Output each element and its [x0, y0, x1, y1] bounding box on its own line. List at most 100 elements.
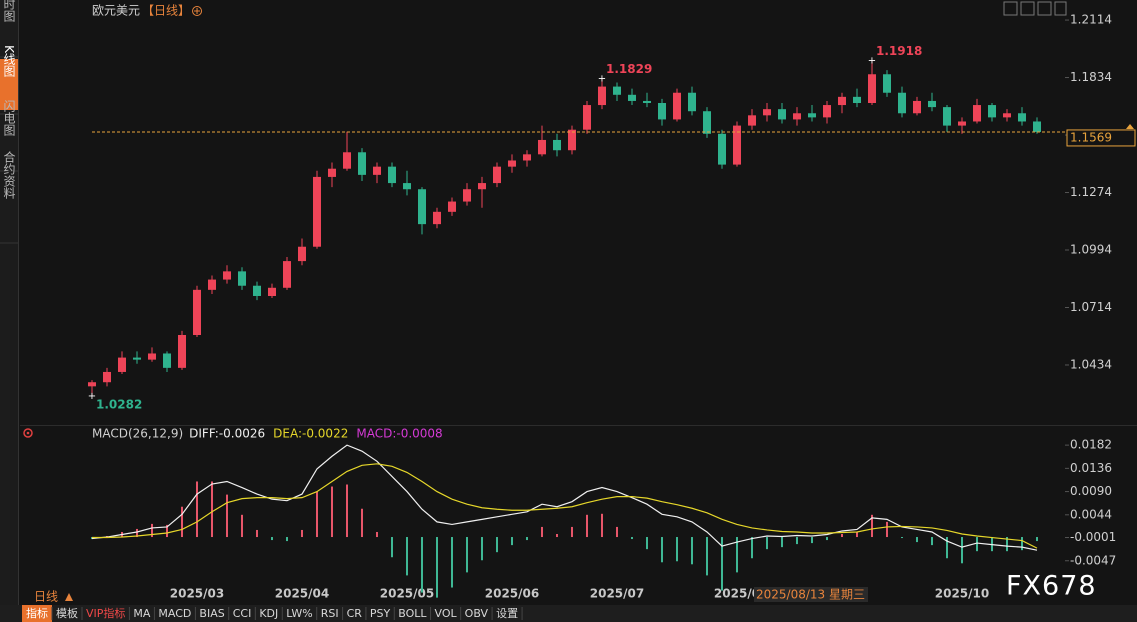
candle-body [643, 100, 651, 104]
legend-entry: DIFF:-0.0026 [189, 427, 265, 441]
toolbar-item[interactable]: BIAS [199, 607, 224, 620]
candle-body [1018, 113, 1026, 122]
candle-body [433, 211, 441, 225]
x-tick-label: 2025/07 [590, 587, 644, 601]
macd-bar [586, 514, 588, 538]
macd-bar [481, 537, 483, 561]
macd-bar [391, 537, 393, 558]
macd-bar [766, 537, 768, 550]
candle-body [208, 279, 216, 290]
macd-bar [661, 537, 663, 563]
toolbar-item[interactable]: 设置 [496, 607, 518, 620]
candle-body [703, 111, 711, 134]
add-icon[interactable] [192, 6, 203, 16]
control-more[interactable] [1054, 1, 1067, 16]
y-tick-label: 0.0182 [1070, 438, 1112, 452]
macd-bar [856, 531, 858, 538]
toolbar-item[interactable]: OBV [465, 607, 489, 620]
candle-body [883, 74, 891, 93]
macd-bar [361, 508, 363, 538]
macd-bar [676, 537, 678, 562]
candle-body [268, 287, 276, 296]
y-tick-label: 1.0994 [1070, 243, 1112, 257]
extreme-label: 1.1918 [876, 44, 922, 58]
candle-body [238, 271, 246, 286]
candle-body [328, 168, 336, 177]
toolbar-item[interactable]: MA [133, 607, 150, 620]
cursor-date-bg [754, 587, 868, 602]
macd-bar [826, 537, 828, 541]
candle-body [778, 109, 786, 120]
legend-entry: DEA:-0.0022 [273, 427, 348, 441]
toolbar-item[interactable]: BOLL [398, 607, 427, 620]
macd-bar [331, 486, 333, 538]
toolbar-item[interactable]: KDJ [259, 607, 278, 620]
macd-bar [541, 526, 543, 538]
candle-body [118, 357, 126, 372]
toolbar-item[interactable]: LW% [286, 607, 312, 620]
candle-body [748, 115, 756, 126]
toolbar-item[interactable]: CCI [233, 607, 252, 620]
candle-body [913, 100, 921, 114]
chart-subtitle: 【日线】 [142, 4, 190, 18]
control-fullscreen[interactable] [1003, 1, 1018, 16]
macd-bar [736, 537, 738, 573]
toolbar-item[interactable]: RSI [321, 607, 339, 620]
candle-body [838, 96, 846, 106]
macd-bar [421, 537, 423, 593]
toolbar-item[interactable]: CR [347, 607, 363, 620]
timeframe-button[interactable]: 日线 [34, 590, 58, 604]
toolbar-item[interactable]: 模板 [56, 606, 78, 620]
timeframe-button-bg[interactable] [20, 587, 80, 604]
y-tick-label: 1.1834 [1070, 70, 1112, 84]
extreme-mark: + [598, 74, 606, 85]
macd-bar [226, 494, 228, 538]
sidebar-tab[interactable]: 合约资料 [2, 150, 16, 199]
toolbar-item[interactable]: MACD [158, 607, 191, 620]
macd-bar [136, 528, 138, 538]
candle-body [898, 92, 906, 114]
macd-bar [466, 537, 468, 573]
extreme-mark: + [868, 55, 876, 66]
macd-legend: MACD(26,12,9) DIFF:-0.0026 DEA:-0.0022 MAC… [92, 427, 443, 441]
macd-bar [286, 537, 288, 542]
sidebar-bg [0, 0, 18, 605]
candle-body [313, 176, 321, 247]
toolbar-item[interactable]: VIP指标 [86, 606, 125, 620]
watermark: FX678 [1006, 571, 1097, 602]
y-tick-label: 1.1274 [1070, 185, 1112, 199]
y-tick-label: 1.2114 [1070, 13, 1112, 27]
sidebar-tab[interactable]: 闪电图 [2, 100, 16, 136]
macd-bar [811, 537, 813, 544]
candle-body [598, 86, 606, 106]
y-tick-label: -0.0001 [1070, 530, 1116, 544]
macd-bar [271, 537, 273, 541]
sidebar-tab[interactable]: 分时图 [2, 0, 16, 22]
candle-body [403, 183, 411, 190]
y-tick-label: 0.0044 [1070, 507, 1112, 521]
macd-bar [436, 537, 438, 598]
macd-bar [871, 514, 873, 538]
x-tick-label: 2025/04 [275, 587, 329, 601]
last-price-label: 1.1569 [1070, 130, 1112, 144]
add-button[interactable] [192, 6, 203, 16]
indicator-settings-icon[interactable] [23, 428, 33, 438]
macd-bar [901, 537, 903, 539]
candle-body [508, 160, 516, 167]
macd-line [92, 463, 1038, 549]
macd-bar [211, 481, 213, 538]
candle-body [733, 125, 741, 165]
macd-bar [181, 506, 183, 538]
control-shrink[interactable] [1020, 1, 1035, 16]
cursor-date: 2025/08/13 星期三 [756, 588, 865, 602]
toolbar-item[interactable]: 指标 [26, 606, 48, 620]
control-layout[interactable] [1037, 1, 1052, 16]
sidebar-tab[interactable]: K线图 [2, 45, 16, 77]
candle-body [388, 166, 396, 184]
candle-body [358, 152, 366, 175]
macd-bar [496, 537, 498, 553]
toolbar-item[interactable]: VOL [435, 607, 458, 620]
toolbar-item[interactable]: PSY [370, 607, 391, 620]
macd-bar [196, 481, 198, 538]
